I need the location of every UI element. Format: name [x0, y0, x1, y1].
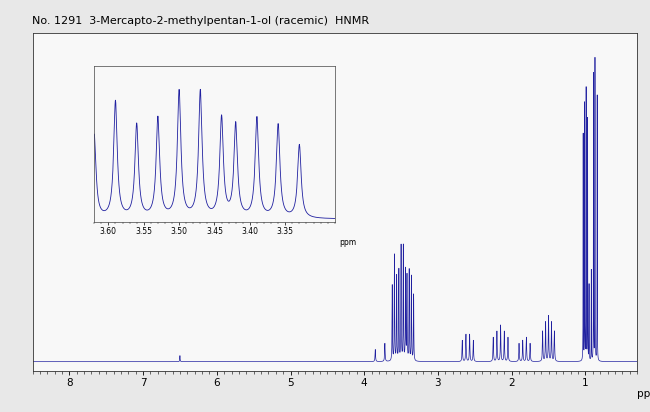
Text: ppm: ppm: [637, 389, 650, 399]
Text: No. 1291  3-Mercapto-2-methylpentan-1-ol (racemic)  HNMR: No. 1291 3-Mercapto-2-methylpentan-1-ol …: [32, 16, 370, 26]
Text: ppm: ppm: [339, 238, 357, 247]
